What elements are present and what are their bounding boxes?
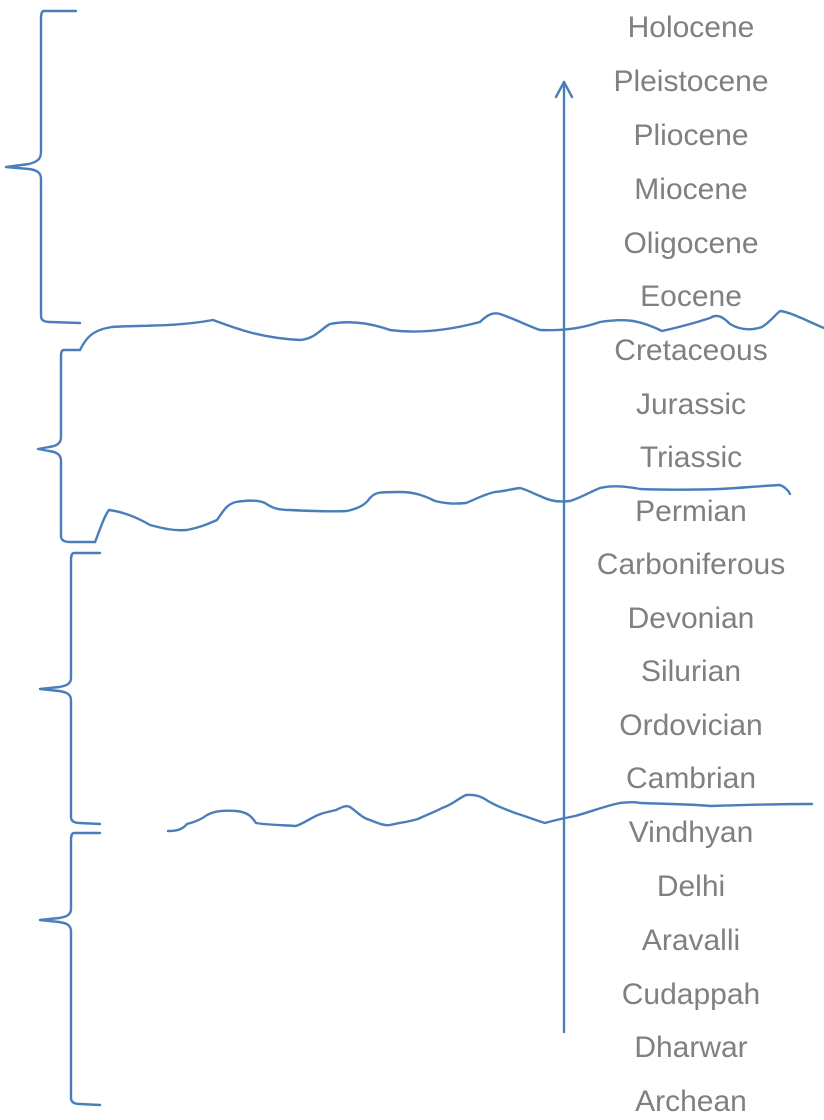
period-aravalli: Aravalli bbox=[641, 924, 741, 957]
era-brace-mesozoic bbox=[36, 348, 97, 544]
period-vindhyan: Vindhyan bbox=[628, 816, 754, 849]
unconformity-line-1 bbox=[78, 309, 824, 352]
era-brace-precambrian bbox=[38, 831, 102, 1107]
period-dharwar: Dharwar bbox=[634, 1031, 748, 1064]
period-cambrian: Cambrian bbox=[625, 762, 757, 795]
period-devonian: Devonian bbox=[627, 602, 755, 635]
period-holocene: Holocene bbox=[627, 11, 755, 44]
period-jurassic: Jurassic bbox=[635, 388, 747, 421]
period-cretaceous: Cretaceous bbox=[614, 334, 768, 367]
period-ordovician: Ordovician bbox=[619, 709, 763, 742]
unconformity-line-2 bbox=[93, 483, 792, 544]
period-delhi: Delhi bbox=[656, 870, 726, 903]
period-oligocene: Oligocene bbox=[623, 227, 759, 260]
period-pleistocene: Pleistocene bbox=[613, 65, 769, 98]
period-pliocene: Pliocene bbox=[633, 119, 749, 152]
period-silurian: Silurian bbox=[640, 655, 742, 688]
era-brace-paleozoic bbox=[38, 551, 102, 826]
era-brace-cenozoic bbox=[4, 9, 82, 325]
time-arrow-head bbox=[554, 80, 574, 99]
period-cudappah: Cudappah bbox=[621, 978, 761, 1011]
period-miocene: Miocene bbox=[634, 173, 748, 206]
period-carboniferous: Carboniferous bbox=[596, 548, 786, 581]
period-archean: Archean bbox=[635, 1085, 747, 1118]
period-permian: Permian bbox=[635, 495, 747, 528]
period-eocene: Eocene bbox=[640, 280, 742, 313]
unconformity-line-3 bbox=[166, 793, 814, 833]
period-triassic: Triassic bbox=[639, 441, 743, 474]
